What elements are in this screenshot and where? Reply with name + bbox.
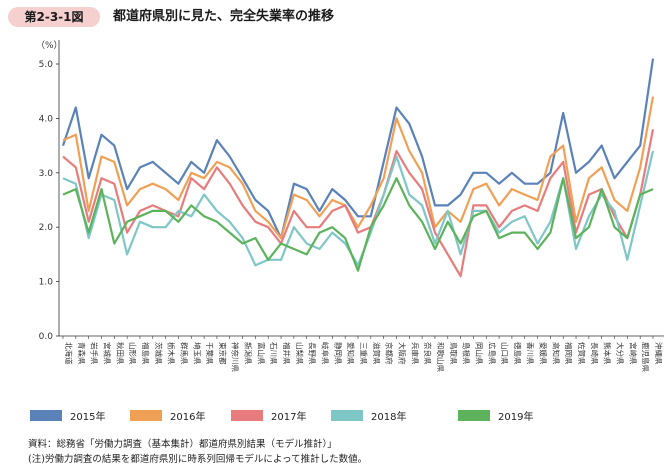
x-tick-label: 京都府 (385, 342, 395, 365)
x-tick-label: 石川県 (269, 342, 278, 365)
notes: 資料：総務省「労働力調査（基本集計）都道府県別結果（モデル推計）」 (注)労働力… (28, 437, 367, 467)
x-tick-label: 高知県 (551, 342, 561, 365)
x-tick-label: 群馬県 (179, 342, 189, 365)
x-tick-label: 岩手県 (90, 342, 100, 365)
legend-label: 2017年 (271, 410, 306, 423)
y-tick-label: 5.0 (39, 60, 54, 70)
x-tick-label: 岡山県 (474, 342, 484, 365)
x-tick-label: 茨城県 (154, 342, 164, 365)
x-tick-label: 愛媛県 (539, 342, 549, 365)
y-tick-label: 2.0 (39, 223, 54, 233)
x-tick-label: 秋田県 (115, 342, 125, 365)
footnote: (注)労働力調査の結果を都道府県別に時系列回帰モデルによって推計した数値。 (28, 454, 368, 465)
x-tick-label: 熊本県 (603, 342, 613, 365)
legend-swatch (30, 410, 62, 421)
figure-number-badge: 第2-3-1図 (8, 7, 100, 27)
x-tick-label: 岐阜県 (321, 342, 331, 365)
y-tick-label: 0.0 (39, 332, 54, 342)
x-tick-label: 鳥取県 (449, 342, 459, 365)
x-tick-label: 滋賀県 (372, 342, 382, 365)
legend-label: 2018年 (371, 410, 406, 423)
source-note: 資料：総務省「労働力調査（基本集計）都道府県別結果（モデル推計）」 (28, 439, 337, 450)
x-tick-label: 山梨県 (295, 342, 305, 365)
line-chart: （%）0.01.02.03.04.05.0北海道 青森県 岩手県 宮城県 秋田県 山形県福… (30, 40, 664, 423)
x-tick-label: 長野県 (308, 342, 317, 365)
x-tick-label: 島根県 (462, 342, 472, 365)
x-tick-label: 宮城県 (102, 342, 112, 365)
series-line-2019年 (62, 177, 654, 272)
legend-swatch (130, 410, 162, 421)
x-tick-label: 山口県 (500, 342, 510, 365)
legend-swatch (231, 410, 263, 421)
legend-swatch (331, 410, 363, 421)
x-tick-label: 宮崎県 (628, 342, 638, 365)
x-tick-label: 栃木県 (167, 342, 177, 365)
x-tick-label: 佐賀県 (577, 342, 587, 365)
x-tick-label: 埼玉県 (192, 342, 202, 365)
x-tick-label: 香川県 (526, 342, 536, 365)
x-tick-label: 福岡県 (564, 342, 573, 365)
x-tick-label: 奈良県 (423, 342, 433, 365)
legend-swatch (458, 410, 490, 421)
x-tick-label: 千葉県 (205, 342, 215, 365)
x-tick-label: 福島県 (141, 342, 151, 365)
x-tick-label: 三重県 (359, 342, 368, 365)
legend-label: 2015年 (70, 410, 105, 423)
series-line-2017年 (62, 129, 655, 278)
x-tick-label: 神奈川県 (231, 342, 241, 372)
x-tick-label: 大阪府 (397, 342, 407, 365)
legend-label: 2016年 (170, 410, 205, 423)
x-tick-label: 愛知県 (346, 342, 356, 365)
y-tick-label: 3.0 (39, 169, 54, 179)
series-line-2016年 (62, 96, 655, 240)
x-tick-label: 長崎県 (590, 342, 600, 365)
x-tick-label: 北海道 (64, 342, 74, 365)
x-tick-label: 沖縄県 (654, 342, 664, 365)
x-tick-label: 山形県 (128, 342, 138, 365)
y-tick-label: 4.0 (39, 114, 54, 124)
legend-label: 2019年 (498, 410, 533, 423)
x-tick-label: 静岡県 (333, 342, 343, 365)
x-tick-label: 富山県 (256, 342, 266, 365)
x-tick-label: 東京都 (218, 342, 228, 365)
x-tick-label: 広島県 (487, 342, 497, 365)
x-tick-label: 大分県 (616, 342, 626, 365)
x-tick-label: 新潟県 (244, 342, 254, 365)
x-tick-label: 徳島県 (513, 342, 523, 365)
x-tick-label: 鹿児島県 (641, 342, 651, 372)
x-tick-label: 福井県 (282, 342, 292, 365)
series-line-2018年 (62, 150, 655, 267)
x-tick-label: 青森県 (77, 342, 87, 365)
y-tick-label: 1.0 (39, 278, 54, 288)
x-tick-label: 和歌山県 (436, 342, 446, 372)
y-unit-label: （%） (36, 40, 63, 51)
figure-title: 都道府県別に見た、完全失業率の推移 (113, 9, 335, 24)
x-tick-label: 兵庫県 (410, 342, 420, 365)
